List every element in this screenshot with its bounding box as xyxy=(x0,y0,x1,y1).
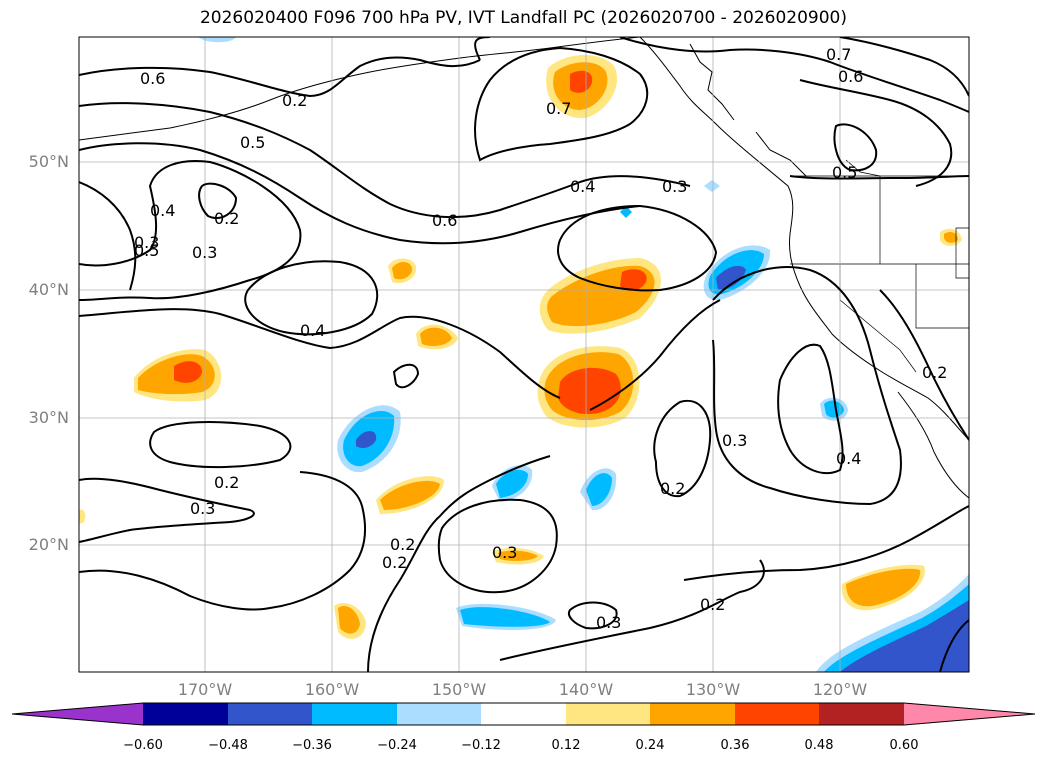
lon-label: 170°W xyxy=(177,680,233,699)
contour-label: 0.3 xyxy=(492,543,517,562)
contour-label: 0.6 xyxy=(432,211,457,230)
contour-label: 0.5 xyxy=(240,133,265,152)
contour-label: 0.2 xyxy=(922,363,947,382)
colorbar-extend-right xyxy=(904,703,1035,725)
colorbar-bin xyxy=(228,703,312,725)
map-frame xyxy=(78,36,970,673)
contour-label: 0.2 xyxy=(660,479,685,498)
contour-label: 0.4 xyxy=(150,201,175,220)
contour-label: 0.3 xyxy=(192,243,217,262)
lon-label: 160°W xyxy=(304,680,360,699)
lat-label: 20°N xyxy=(28,535,69,554)
contour-label: 0.2 xyxy=(214,209,239,228)
map-panel: 0.6 0.5 0.4 0.3 0.2 0.7 0.6 0.4 0.3 0.5 … xyxy=(79,37,969,672)
colorbar-tick-label: 0.24 xyxy=(635,738,665,753)
colorbar-bin xyxy=(650,703,735,725)
contour-label: 0.7 xyxy=(546,99,571,118)
lat-label: 30°N xyxy=(28,408,69,427)
contour-label: 0.3 xyxy=(190,499,215,518)
contour-label: 0.3 xyxy=(134,233,159,252)
lat-label: 50°N xyxy=(28,152,69,171)
lon-label: 120°W xyxy=(812,680,868,699)
colorbar-tick-label: 0.12 xyxy=(551,738,581,753)
contour-label: 0.7 xyxy=(826,45,851,64)
contour-label: 0.2 xyxy=(282,91,307,110)
contour-label: 0.4 xyxy=(300,321,325,340)
contour-label: 0.2 xyxy=(700,595,725,614)
shading-layer xyxy=(79,37,969,672)
colorbar-bin xyxy=(566,703,650,725)
colorbar-bin xyxy=(397,703,481,725)
colorbar-tick-label: −0.36 xyxy=(292,738,332,753)
colorbar-tick-label: −0.48 xyxy=(208,738,248,753)
contour-label-layer: 0.6 0.5 0.4 0.3 0.2 0.7 0.6 0.4 0.3 0.5 … xyxy=(134,45,947,632)
lat-label: 40°N xyxy=(28,280,69,299)
contour-label: 0.2 xyxy=(390,535,415,554)
contour-label: 0.5 xyxy=(832,163,857,182)
colorbar-tick-label: 0.60 xyxy=(889,738,919,753)
contour-label: 0.2 xyxy=(214,473,239,492)
lon-label: 140°W xyxy=(558,680,614,699)
contour-label: 0.4 xyxy=(836,449,861,468)
contour-label: 0.5 xyxy=(134,241,159,260)
contour-label: 0.3 xyxy=(596,613,621,632)
colorbar-tick-label: 0.36 xyxy=(720,738,750,753)
contour-label: 0.6 xyxy=(838,67,863,86)
colorbar-bin xyxy=(312,703,397,725)
lon-label: 130°W xyxy=(685,680,741,699)
colorbar-extend-left xyxy=(12,703,143,725)
contour-label: 0.2 xyxy=(382,553,407,572)
colorbar xyxy=(11,702,1036,726)
colorbar-tick-label: −0.12 xyxy=(461,738,501,753)
colorbar-bin xyxy=(819,703,904,725)
border-layer xyxy=(790,159,969,373)
contour-label: 0.4 xyxy=(570,177,595,196)
figure-title: 2026020400 F096 700 hPa PV, IVT Landfall… xyxy=(199,8,847,28)
contour-label: 0.6 xyxy=(140,69,165,88)
contour-label: 0.3 xyxy=(722,431,747,450)
colorbar-tick-label: −0.24 xyxy=(377,738,417,753)
colorbar-bin xyxy=(143,703,228,725)
colorbar-tick-label: −0.60 xyxy=(123,738,163,753)
lon-label: 150°W xyxy=(431,680,487,699)
contour-label: 0.3 xyxy=(662,177,687,196)
pv-contours xyxy=(79,37,969,672)
colorbar-tick-label: 0.48 xyxy=(804,738,834,753)
colorbar-bin xyxy=(735,703,819,725)
colorbar-bin xyxy=(481,703,566,725)
